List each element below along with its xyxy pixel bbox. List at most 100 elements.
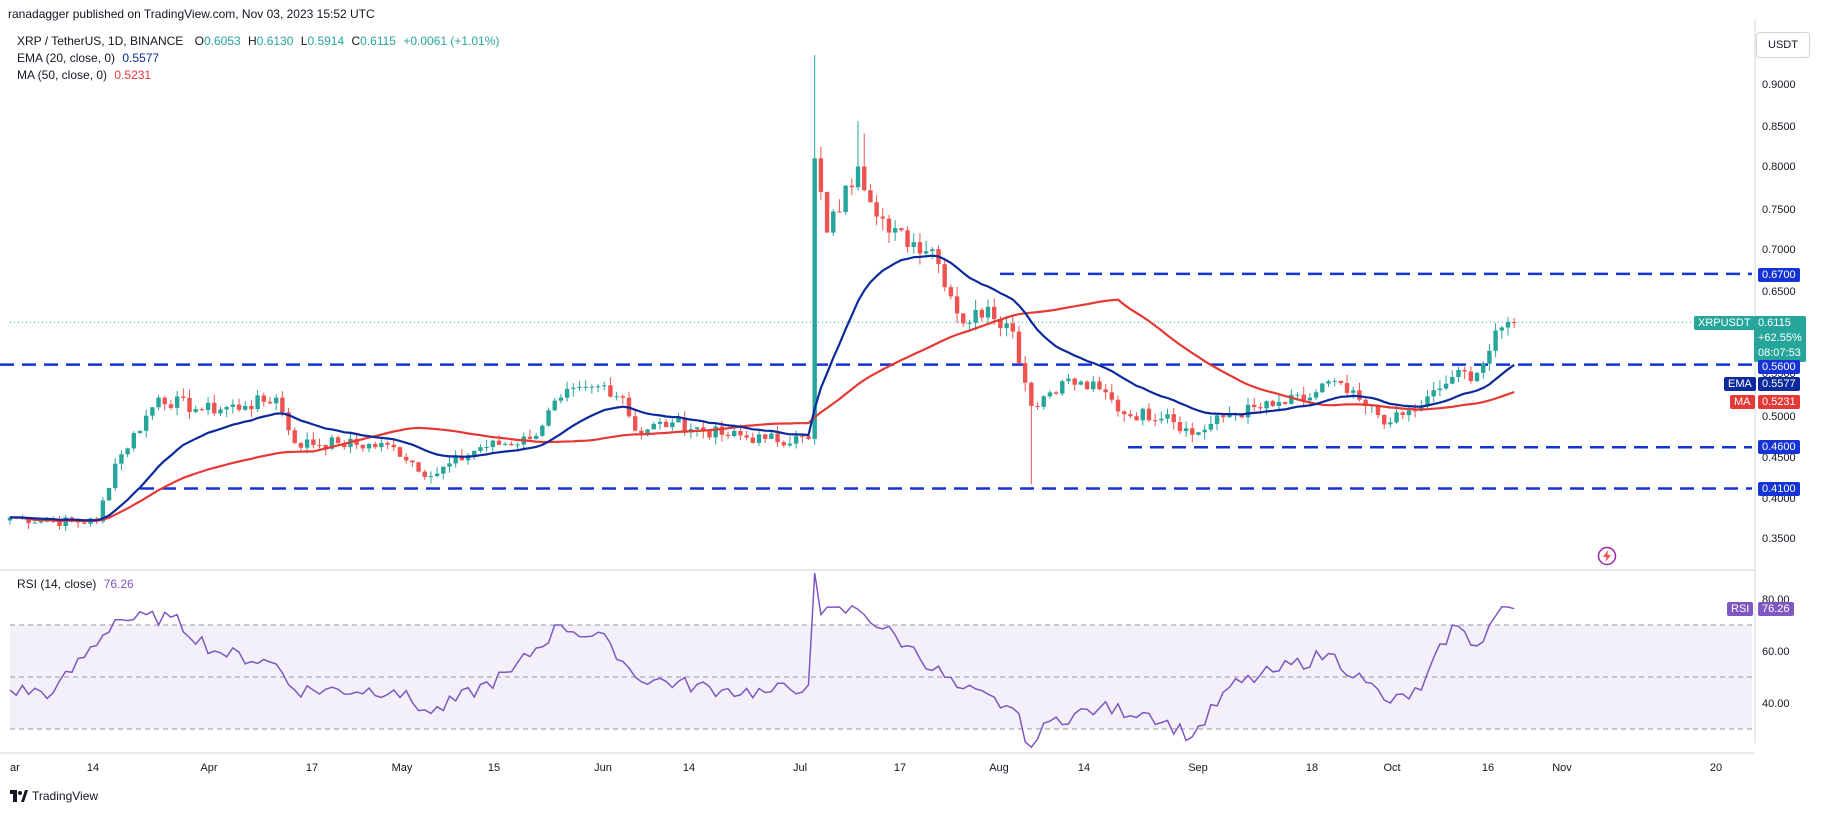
candle-body [843, 185, 848, 213]
candle-body [1406, 410, 1412, 416]
candle-body [707, 430, 712, 438]
time-tick-label: Aug [989, 762, 1009, 774]
candle-body [1450, 377, 1455, 384]
candle-body [1351, 390, 1356, 393]
candle-body [602, 385, 607, 387]
ema-20-line[interactable] [10, 254, 1515, 522]
candle-body [812, 158, 817, 439]
candle-body [106, 488, 112, 501]
price-tick-label: 0.4000 [1762, 493, 1796, 505]
candle-body [1437, 388, 1443, 391]
candle-body [57, 521, 62, 526]
candle-body [360, 444, 366, 449]
candle-body [670, 422, 675, 428]
candle-body [1115, 399, 1121, 412]
time-tick-label: 17 [306, 762, 318, 774]
ma-legend[interactable]: MA (50, close, 0) 0.5231 [17, 68, 151, 82]
candle-body [273, 397, 279, 404]
candle-body [286, 412, 291, 431]
close-label: C [351, 34, 361, 48]
candle-body [342, 443, 347, 448]
time-tick-label: Jul [793, 762, 807, 774]
time-tick-label: Nov [1552, 762, 1572, 774]
candle-body [1047, 392, 1053, 397]
ma-legend-value: 0.5231 [114, 68, 152, 82]
brand-footer[interactable]: TradingView [10, 789, 98, 803]
rsi-tag-value: 76.26 [1758, 602, 1794, 616]
candle-body [416, 462, 421, 472]
candle-body [323, 445, 328, 449]
candle-body [942, 264, 947, 288]
candle-body [930, 249, 935, 252]
candle-body [1171, 414, 1176, 423]
ma-50-line[interactable] [9, 298, 1515, 523]
candle-body [911, 242, 916, 247]
candle-body [732, 430, 737, 437]
candle-body [174, 396, 180, 408]
candles[interactable] [7, 55, 1517, 531]
time-tick-label: 17 [894, 762, 906, 774]
time-tick-label: 16 [1482, 762, 1494, 774]
candle-body [1487, 350, 1492, 364]
candle-body [1208, 423, 1214, 430]
candle-body [775, 433, 780, 443]
candle-body [304, 439, 310, 448]
price-tag: XRPUSDT 0.6115 +62.55% 08:07:53 [1694, 316, 1812, 362]
candle-body [1511, 322, 1517, 324]
candle-body [1091, 381, 1096, 390]
candle-body [1381, 415, 1387, 425]
candle-body [465, 455, 471, 461]
currency-selector[interactable]: USDT [1756, 32, 1810, 58]
ema-legend-label: EMA (20, close, 0) [17, 51, 116, 65]
rsi-line[interactable] [9, 572, 1515, 749]
candle-body [422, 471, 427, 477]
candle-body [540, 425, 545, 436]
low-label: L [300, 34, 308, 48]
change-value: +0.0061 (+1.01%) [403, 34, 500, 48]
candle-body [1443, 383, 1449, 389]
candle-body [1196, 432, 1201, 435]
candle-body [236, 404, 242, 410]
candle-body [676, 417, 681, 423]
candle-body [496, 440, 502, 445]
publisher-header: ranadagger published on TradingView.com,… [8, 7, 375, 21]
candle-body [992, 306, 997, 320]
price-tick-label: 0.8000 [1762, 161, 1796, 173]
ema-legend[interactable]: EMA (20, close, 0) 0.5577 [17, 51, 159, 65]
candle-body [1227, 414, 1232, 418]
candle-body [379, 442, 384, 448]
candle-body [1412, 410, 1418, 412]
candle-body [1128, 414, 1133, 417]
lightning-icon[interactable] [1597, 546, 1617, 566]
time-tick-label: 14 [87, 762, 99, 774]
brand-label: TradingView [32, 789, 99, 803]
candle-body [1301, 394, 1306, 401]
candle-body [1425, 396, 1430, 406]
candle-body [143, 415, 149, 431]
candle-body [1177, 422, 1183, 432]
candle-body [527, 436, 533, 439]
candle-body [44, 520, 50, 522]
candle-body [1053, 392, 1059, 394]
time-tick-label: 15 [488, 762, 500, 774]
candle-body [756, 434, 762, 443]
level-label-0670: 0.6700 [1758, 268, 1800, 282]
candle-body [26, 517, 31, 524]
ma-tag-value: 0.5231 [1758, 395, 1800, 409]
time-tick-label: Sep [1188, 762, 1208, 774]
candle-body [434, 473, 440, 477]
candle-body [410, 460, 415, 463]
candle-body [725, 434, 731, 437]
candle-body [459, 455, 465, 461]
candle-body [806, 436, 811, 439]
candle-body [1190, 428, 1195, 435]
rsi-legend[interactable]: RSI (14, close) 76.26 [17, 577, 134, 591]
time-tick-label: 18 [1306, 762, 1318, 774]
candle-body [1505, 322, 1511, 328]
open-value: 0.6053 [203, 34, 241, 48]
candle-body [1493, 330, 1498, 351]
candle-body [515, 444, 520, 446]
time-tick-label: ar [10, 762, 20, 774]
candle-body [744, 435, 749, 438]
